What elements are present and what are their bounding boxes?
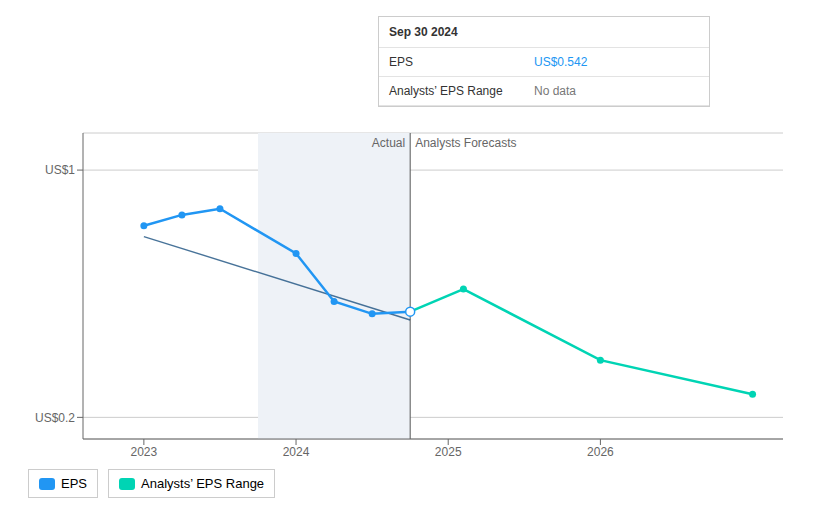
svg-text:2025: 2025 [435,445,462,459]
html-text:Analysts’ EPS Range: Analysts’ EPS Range [389,84,503,98]
svg-text:2024: 2024 [283,445,310,459]
svg-text:Analysts Forecasts: Analysts Forecasts [415,136,516,150]
svg-text:Actual: Actual [372,136,405,150]
html-text:Analysts’ EPS Range: Analysts’ EPS Range [141,476,265,491]
html-text:US$0.542: US$0.542 [534,55,588,69]
svg-text:US$0.2: US$0.2 [35,411,75,425]
html-text:EPS: EPS [389,55,413,69]
svg-text:US$1: US$1 [45,163,75,177]
html-text:No data: No data [534,84,576,98]
html-text:EPS: EPS [61,476,87,491]
svg-text:2026: 2026 [587,445,614,459]
html-text:Sep 30 2024: Sep 30 2024 [389,25,458,39]
svg-text:2023: 2023 [131,445,158,459]
